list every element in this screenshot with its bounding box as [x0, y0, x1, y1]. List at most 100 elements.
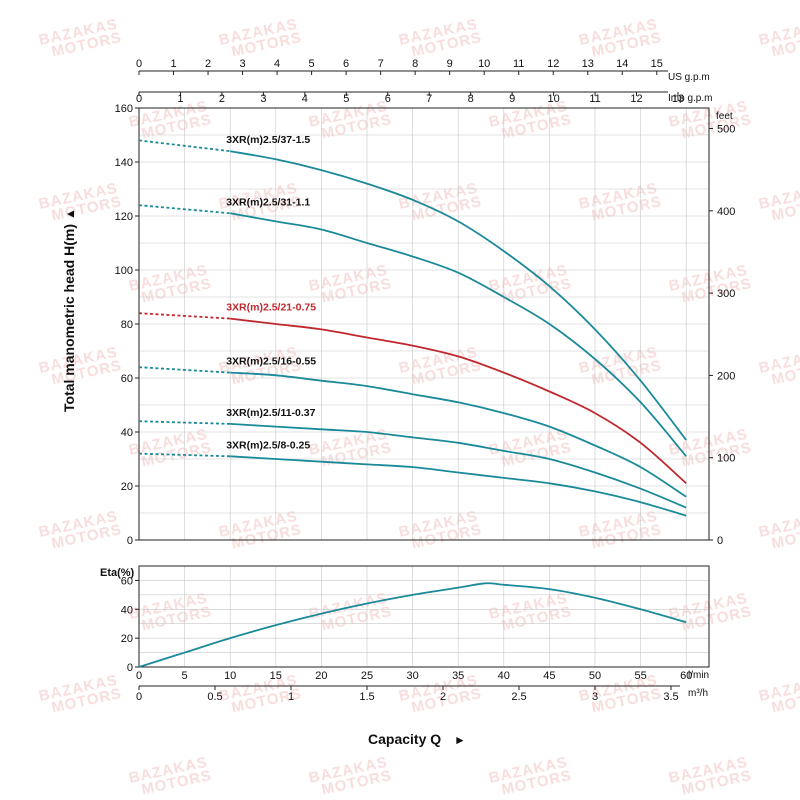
head-curve-label: 3XR(m)2.5/16-0.55: [226, 356, 316, 368]
imp-gpm-tick-label: 12: [630, 93, 642, 105]
head-curve: [230, 371, 687, 498]
m3h-tick-label: 0: [136, 691, 142, 703]
head-curve-dotted-segment: [138, 312, 231, 320]
imp-gpm-tick-label: 6: [385, 93, 391, 105]
lmin-tick-label: 15: [270, 670, 282, 682]
head-curve: [230, 455, 687, 517]
head-y-tick-label: 60: [121, 373, 133, 385]
us-gpm-tick-label: 0: [136, 58, 142, 70]
feet-tick-label: 300: [717, 288, 735, 300]
head-curve: [230, 423, 687, 509]
head-curve-dotted-segment: [138, 452, 231, 458]
eta-y-tick-label: 60: [121, 575, 133, 587]
us-gpm-tick-label: 4: [274, 58, 280, 70]
imp-gpm-tick-label: 13: [672, 93, 684, 105]
head-curve-label: 3XR(m)2.5/31-1.1: [226, 196, 310, 208]
imp-gpm-tick-label: 5: [343, 93, 349, 105]
lmin-tick-label: 30: [406, 670, 418, 682]
lmin-tick-label: 25: [361, 670, 373, 682]
imp-gpm-tick-label: 7: [426, 93, 432, 105]
imp-gpm-tick-label: 2: [219, 93, 225, 105]
m3h-tick-label: 3: [592, 691, 598, 703]
us-gpm-tick-label: 12: [547, 58, 559, 70]
m3h-tick-label: 1.5: [359, 691, 374, 703]
head-axis-arrow: ▲: [63, 208, 77, 220]
us-gpm-tick-label: 13: [582, 58, 594, 70]
head-y-tick-label: 120: [115, 211, 133, 223]
head-y-tick-label: 100: [115, 265, 133, 277]
m3h-tick-label: 1: [288, 691, 294, 703]
lmin-tick-label: 20: [315, 670, 327, 682]
head-curve-label: 3XR(m)2.5/37-1.5: [226, 134, 310, 146]
head-curve-label: 3XR(m)2.5/8-0.25: [226, 439, 310, 451]
eta-y-tick-label: 0: [127, 662, 133, 674]
m3h-tick-label: 3.5: [663, 691, 678, 703]
head-curve: [230, 150, 687, 441]
imp-gpm-tick-label: 8: [468, 93, 474, 105]
lmin-tick-label: 45: [543, 670, 555, 682]
efficiency-curve: [138, 582, 687, 668]
m3h-tick-label: 2: [440, 691, 446, 703]
capacity-axis-arrow: ►: [454, 733, 466, 747]
head-axis-title: Total manometric head H(m): [61, 224, 77, 412]
head-curve-label: 3XR(m)2.5/21-0.75: [226, 302, 316, 314]
imp-gpm-tick-label: 0: [136, 93, 142, 105]
head-y-tick-label: 20: [121, 481, 133, 493]
m3h-tick-label: 0.5: [207, 691, 222, 703]
lmin-tick-label: 10: [224, 670, 236, 682]
lmin-tick-label: 5: [182, 670, 188, 682]
feet-unit-label: feet: [716, 111, 733, 122]
imp-gpm-tick-label: 10: [547, 93, 559, 105]
m3h-unit-label: m³/h: [688, 688, 708, 699]
lmin-unit-label: l/min: [688, 670, 709, 681]
us-gpm-tick-label: 6: [343, 58, 349, 70]
head-y-tick-label: 80: [121, 319, 133, 331]
lmin-tick-label: 0: [136, 670, 142, 682]
head-curve-dotted-segment: [138, 139, 231, 153]
us-gpm-tick-label: 5: [309, 58, 315, 70]
us-gpm-tick-label: 14: [616, 58, 628, 70]
lmin-tick-label: 60: [680, 670, 692, 682]
imp-gpm-tick-label: 4: [302, 93, 308, 105]
capacity-axis-title: Capacity Q: [368, 731, 441, 747]
imp-gpm-tick-label: 1: [177, 93, 183, 105]
us-gpm-tick-label: 9: [447, 58, 453, 70]
head-curve: [230, 212, 687, 457]
head-curve-dotted-segment: [138, 204, 231, 215]
eta-plot-frame: [138, 565, 710, 668]
imp-gpm-unit-label: Imp g.p.m: [668, 93, 712, 104]
us-gpm-tick-label: 1: [170, 58, 176, 70]
lmin-tick-label: 40: [498, 670, 510, 682]
